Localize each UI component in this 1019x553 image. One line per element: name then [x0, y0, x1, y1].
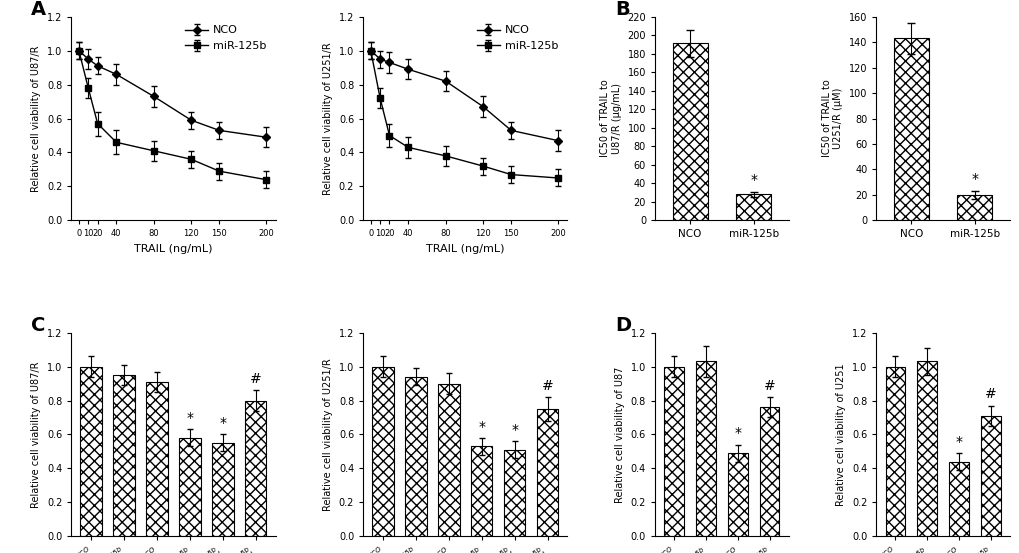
- Bar: [113, 375, 135, 536]
- Y-axis label: IC50 of TRAIL to
U87/R (μg/mL): IC50 of TRAIL to U87/R (μg/mL): [600, 80, 622, 158]
- Bar: [179, 438, 201, 536]
- Y-axis label: IC50 of TRAIL to
U251/R (μM): IC50 of TRAIL to U251/R (μM): [821, 80, 843, 158]
- Bar: [503, 450, 525, 536]
- Bar: [893, 38, 928, 221]
- Text: #: #: [984, 387, 996, 401]
- Bar: [759, 408, 779, 536]
- Bar: [663, 367, 684, 536]
- Bar: [146, 382, 167, 536]
- Text: *: *: [219, 416, 226, 430]
- Bar: [81, 367, 102, 536]
- X-axis label: TRAIL (ng/mL): TRAIL (ng/mL): [426, 244, 504, 254]
- Text: B: B: [614, 1, 629, 19]
- Text: *: *: [478, 420, 485, 434]
- Y-axis label: Relative cell viability of U251/R: Relative cell viability of U251/R: [323, 358, 333, 511]
- Bar: [405, 377, 426, 536]
- Bar: [438, 384, 460, 536]
- Legend: NCO, miR-125b: NCO, miR-125b: [474, 22, 561, 54]
- Bar: [884, 367, 905, 536]
- Text: *: *: [955, 435, 962, 449]
- Bar: [980, 416, 1000, 536]
- Y-axis label: Relative cell viability of U87/R: Relative cell viability of U87/R: [32, 45, 42, 192]
- Bar: [536, 409, 557, 536]
- Text: #: #: [541, 379, 553, 393]
- Text: *: *: [186, 411, 194, 425]
- Y-axis label: Relative cell viability of U87/R: Relative cell viability of U87/R: [32, 361, 42, 508]
- Bar: [916, 362, 936, 536]
- Text: D: D: [614, 316, 631, 335]
- Bar: [728, 453, 747, 536]
- Bar: [672, 44, 707, 221]
- X-axis label: TRAIL (ng/mL): TRAIL (ng/mL): [135, 244, 213, 254]
- Bar: [212, 443, 233, 536]
- Bar: [949, 462, 968, 536]
- Text: *: *: [734, 426, 741, 440]
- Text: *: *: [511, 423, 518, 437]
- Y-axis label: Relative cell viability of U87: Relative cell viability of U87: [614, 366, 625, 503]
- Text: #: #: [763, 379, 774, 393]
- Text: *: *: [970, 172, 977, 186]
- Y-axis label: Relative cell viability of U251: Relative cell viability of U251: [836, 363, 846, 506]
- Legend: NCO, miR-125b: NCO, miR-125b: [182, 22, 270, 54]
- Text: C: C: [31, 316, 45, 335]
- Text: A: A: [31, 1, 46, 19]
- Bar: [736, 195, 770, 221]
- Bar: [695, 362, 715, 536]
- Bar: [245, 400, 266, 536]
- Y-axis label: Relative cell viability of U251/R: Relative cell viability of U251/R: [323, 42, 333, 195]
- Bar: [471, 446, 492, 536]
- Bar: [372, 367, 393, 536]
- Bar: [957, 195, 991, 221]
- Text: #: #: [250, 372, 261, 386]
- Text: *: *: [749, 173, 756, 186]
